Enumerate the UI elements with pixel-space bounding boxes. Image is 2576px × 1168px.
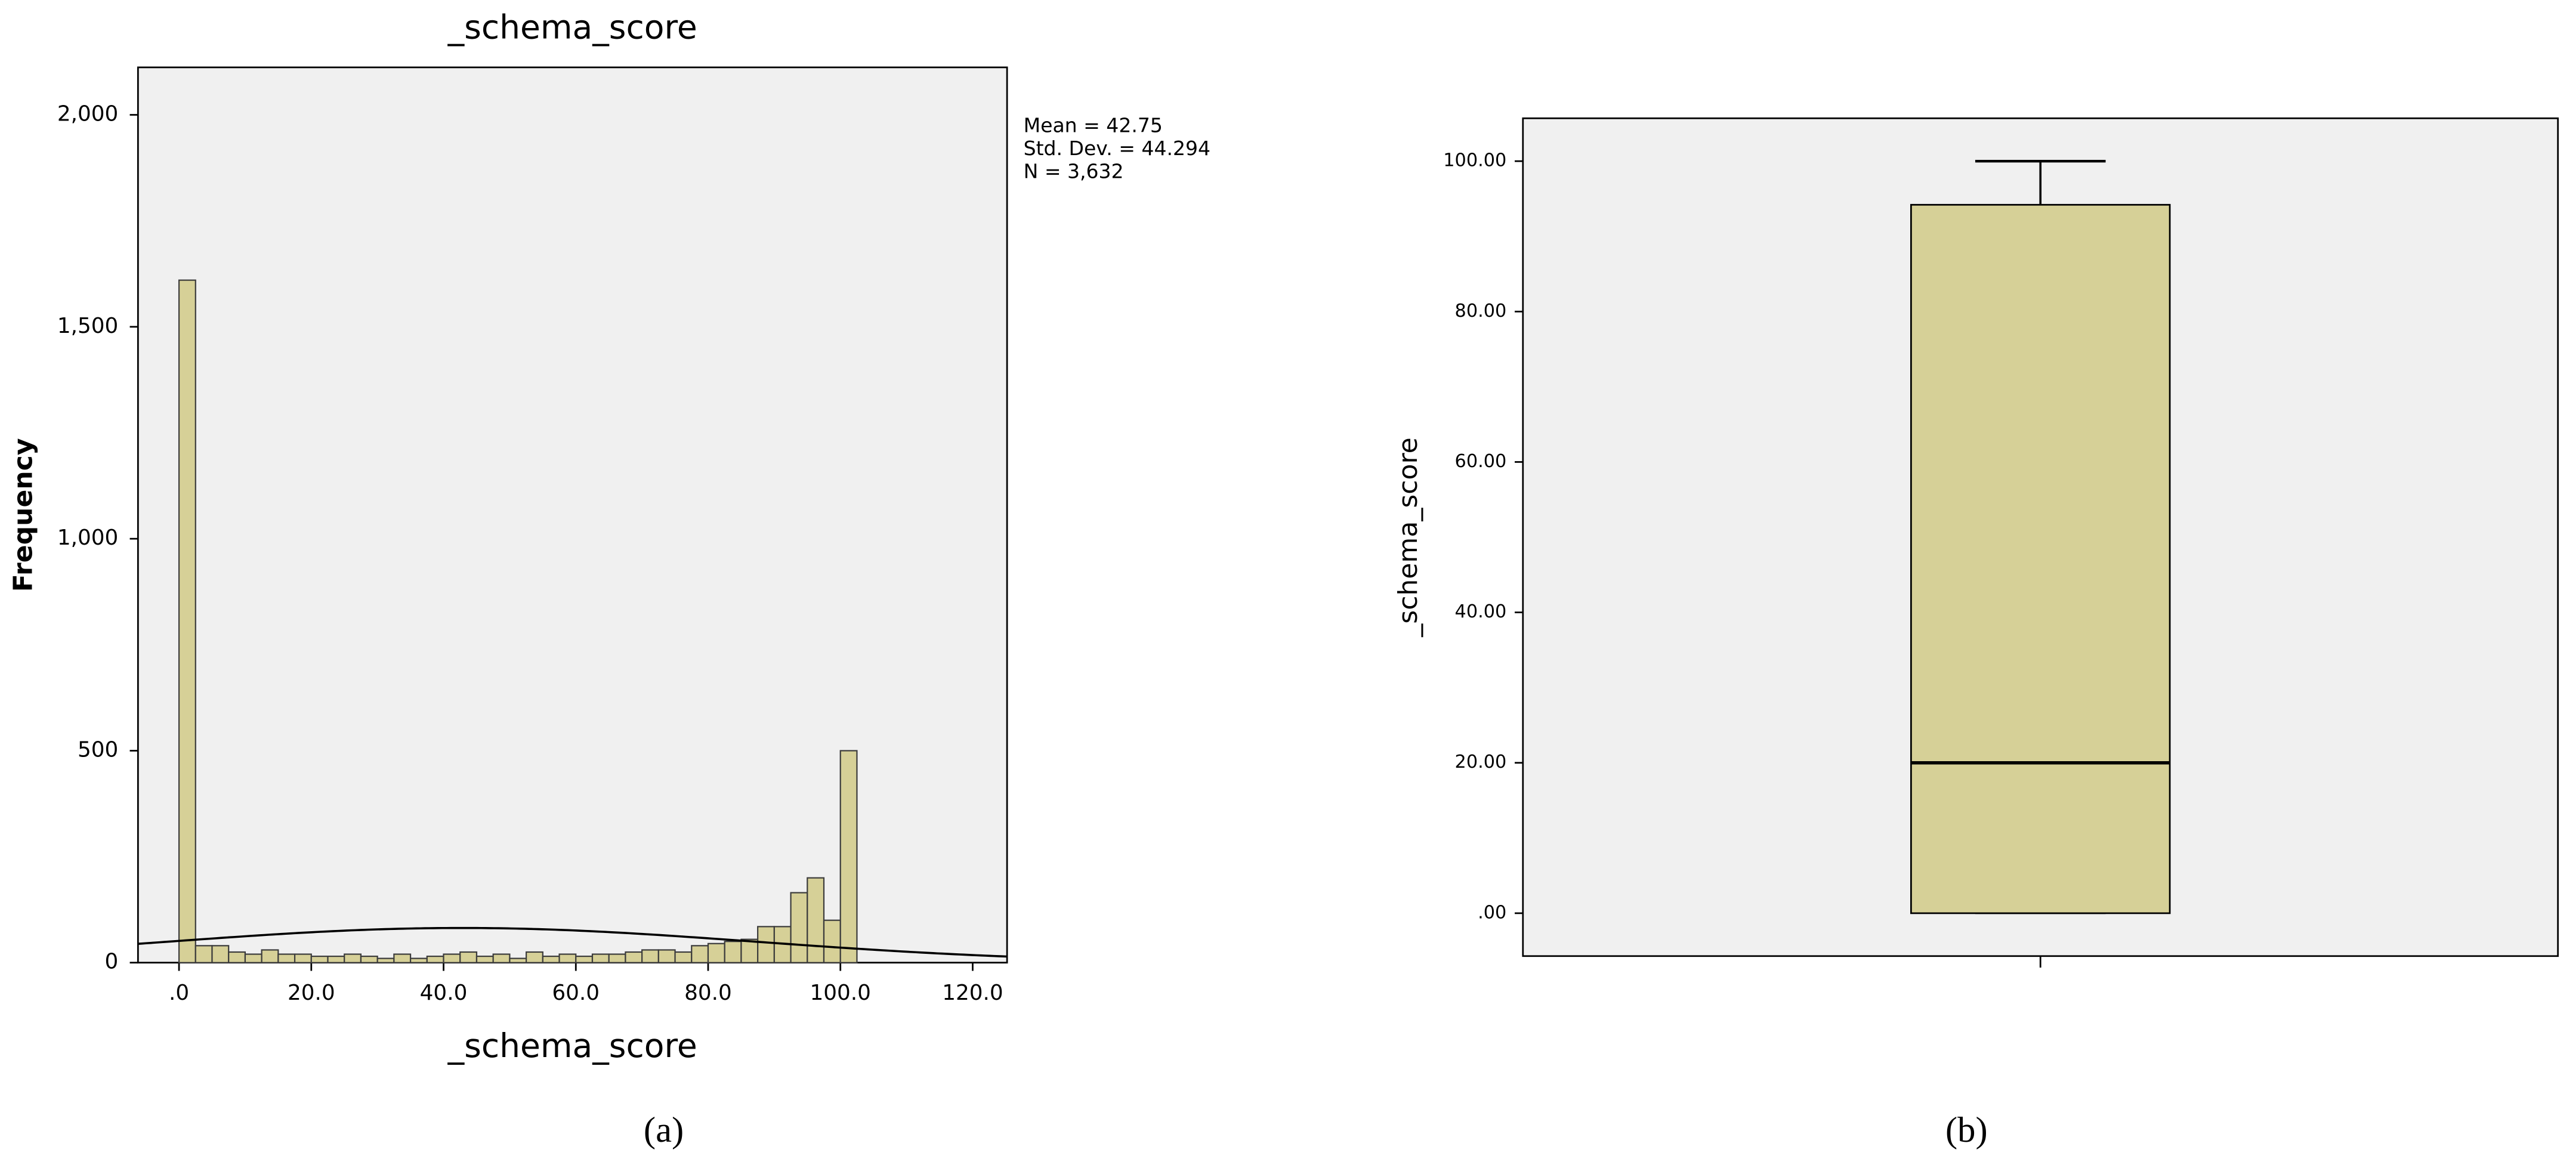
histogram-bar (591, 953, 610, 963)
x-tick-label: 80.0 (684, 981, 732, 1005)
histogram-bar (194, 945, 213, 963)
y-tick-label: 0 (105, 950, 119, 974)
caption: (b) (1945, 1110, 1988, 1150)
y-tick-label: 1,000 (57, 526, 118, 550)
histogram-bar (558, 953, 577, 963)
histogram-bar (459, 951, 478, 963)
histogram-bar (376, 957, 395, 963)
x-tick-label: 100.0 (810, 981, 870, 1005)
histogram-bar (839, 750, 858, 963)
histogram-bar (625, 951, 643, 963)
histogram-bar (261, 949, 279, 963)
y-axis-label: _schema_score (1393, 437, 1423, 637)
histogram-bar (244, 953, 262, 963)
histogram-bar (277, 953, 296, 963)
histogram-bar (228, 951, 246, 963)
histogram-bar (443, 953, 461, 963)
box (1910, 203, 2171, 914)
histogram-bar (360, 955, 378, 963)
y-tick-label: 20.00 (1455, 752, 1507, 773)
x-tick-label: 40.0 (420, 981, 468, 1005)
y-tick-label: 40.00 (1455, 601, 1507, 622)
histogram-bar (492, 953, 511, 963)
histogram-bar (641, 949, 659, 963)
histogram-bar (823, 919, 841, 963)
histogram-bar (393, 953, 412, 963)
histogram-bar (509, 957, 527, 963)
histogram-bar (691, 945, 709, 963)
histogram-bar (310, 955, 329, 963)
histogram-bar (807, 877, 825, 963)
y-tick-label: 1,500 (57, 314, 118, 338)
histogram-bar (294, 953, 312, 963)
histogram-bar (740, 938, 759, 963)
x-tick-label: .0 (169, 981, 189, 1005)
histogram-bar (211, 945, 230, 963)
caption: (a) (644, 1110, 684, 1150)
histogram-bar (327, 955, 345, 963)
histogram-bar (344, 953, 362, 963)
y-tick-label: 100.00 (1443, 150, 1506, 171)
histogram-bar (426, 955, 444, 963)
y-tick-label: 500 (78, 737, 118, 762)
histogram-bar (542, 955, 560, 963)
histogram-bar (657, 949, 676, 963)
histogram-bar (608, 953, 626, 963)
histogram-bar (790, 892, 808, 963)
x-axis-label: _schema_score (447, 1027, 697, 1065)
histogram-bar (724, 941, 742, 963)
x-tick-label: 20.0 (288, 981, 335, 1005)
stat-annotation: N = 3,632 (1024, 160, 1124, 183)
histogram-bar (674, 951, 693, 963)
histogram-bar (707, 943, 725, 963)
stat-annotation: Mean = 42.75 (1024, 114, 1163, 137)
histogram-bar (757, 926, 775, 963)
normal-curve (138, 926, 1008, 958)
histogram-bar (526, 951, 543, 963)
plot-area (137, 66, 1008, 964)
y-tick-label: 2,000 (57, 102, 118, 126)
stat-annotation: Std. Dev. = 44.294 (1024, 137, 1210, 160)
x-tick-label: 120.0 (942, 981, 1003, 1005)
histogram-bar (475, 955, 494, 963)
y-tick-label: .00 (1478, 902, 1506, 923)
y-tick-label: 80.00 (1455, 301, 1507, 322)
y-axis-label: Frequency (8, 438, 38, 592)
y-tick-label: 60.00 (1455, 451, 1507, 472)
histogram-bar (575, 955, 594, 963)
histogram-bar (409, 957, 428, 963)
histogram-bar (178, 279, 196, 963)
x-tick-label: 60.0 (552, 981, 600, 1005)
chart-title: _schema_score (447, 8, 697, 47)
